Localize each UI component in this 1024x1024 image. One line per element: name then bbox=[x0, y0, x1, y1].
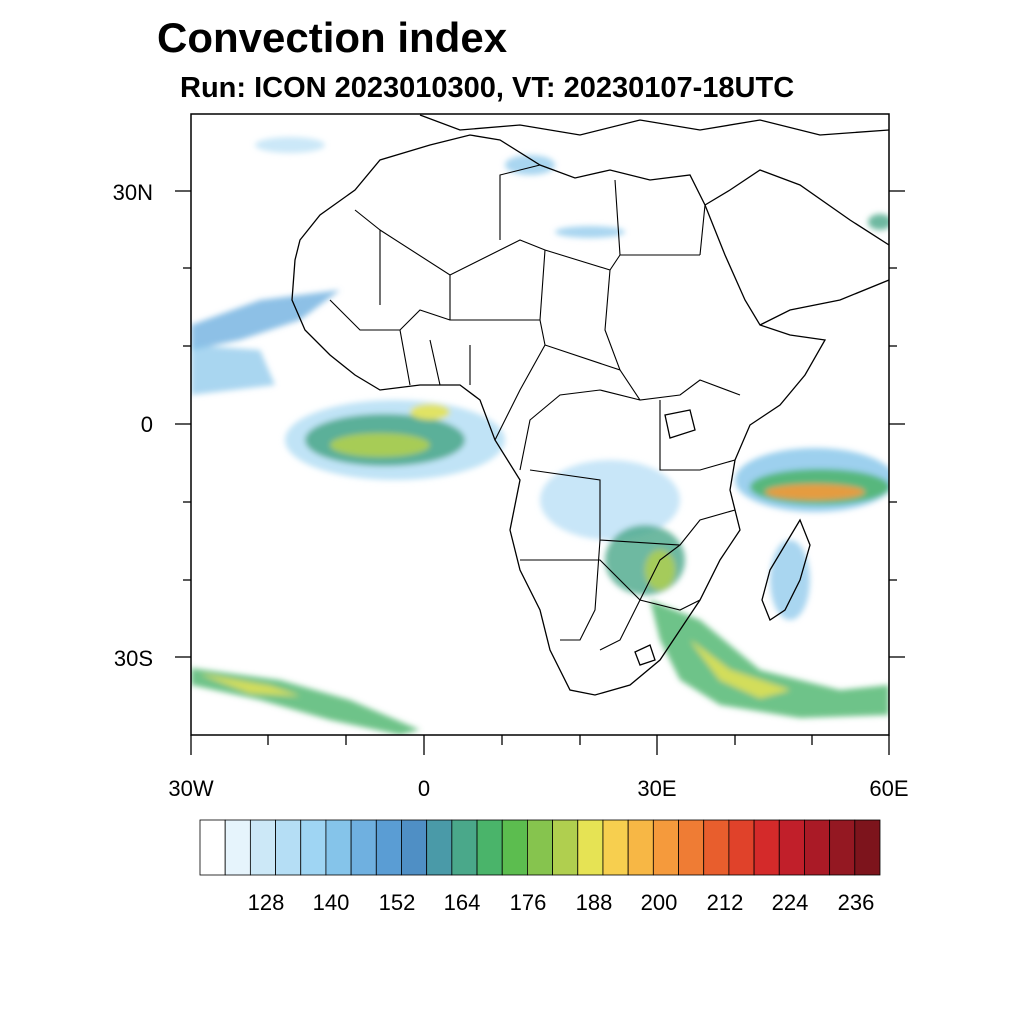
lat-label-30n: 30N bbox=[112, 180, 153, 205]
field-n-atlantic-streak bbox=[255, 137, 325, 153]
madagascar-coastline bbox=[761, 518, 811, 621]
colorbar-swatch bbox=[602, 819, 629, 876]
lon-label-30e: 30E bbox=[637, 776, 677, 801]
colorbar-swatch bbox=[829, 819, 856, 876]
colorbar-swatch bbox=[300, 819, 327, 876]
lake-victoria bbox=[664, 409, 696, 439]
colorbar-label: 164 bbox=[443, 890, 481, 915]
colorbar-label: 140 bbox=[312, 890, 350, 915]
colorbar-swatch bbox=[249, 819, 276, 876]
colorbar-swatch bbox=[527, 819, 553, 876]
country-borders bbox=[329, 164, 741, 651]
colorbar-swatch bbox=[451, 819, 478, 876]
colorbar-label: 188 bbox=[575, 890, 613, 915]
colorbar-swatch bbox=[224, 819, 251, 876]
africa-coastline bbox=[291, 134, 827, 696]
lesotho bbox=[634, 644, 656, 666]
field-se-band bbox=[650, 600, 889, 718]
colorbar-swatch bbox=[476, 819, 503, 876]
lon-label-0: 0 bbox=[417, 776, 431, 801]
colorbar-label: 152 bbox=[378, 890, 416, 915]
field-congo bbox=[540, 460, 680, 540]
lat-label-30s: 30S bbox=[113, 646, 153, 671]
lon-label-60e: 60E bbox=[869, 776, 909, 801]
colorbar-swatch bbox=[375, 819, 402, 876]
colorbar-label: 212 bbox=[706, 890, 744, 915]
field-mediterranean bbox=[505, 155, 555, 175]
field-indian-ocean-core bbox=[765, 484, 865, 500]
map-subtitle: Run: ICON 2023010300, VT: 20230107-18UTC bbox=[180, 72, 795, 104]
field-s-atlantic-core bbox=[200, 674, 300, 696]
field-zambia bbox=[605, 525, 685, 595]
colorbar-swatch bbox=[552, 819, 579, 876]
field-zimbabwe-core bbox=[645, 550, 675, 590]
field-nw-atlantic-2 bbox=[191, 345, 275, 395]
colorbar-swatch bbox=[854, 819, 881, 876]
field-s-atlantic bbox=[191, 668, 420, 735]
convection-field bbox=[191, 137, 889, 735]
field-libya-streak bbox=[555, 226, 625, 238]
colorbar-label: 176 bbox=[509, 890, 547, 915]
field-se-band-core bbox=[690, 640, 790, 698]
colorbar-label: 200 bbox=[640, 890, 678, 915]
field-gulf bbox=[868, 214, 889, 230]
colorbar-swatch bbox=[778, 819, 805, 876]
colorbar-swatch bbox=[501, 819, 528, 876]
colorbar bbox=[199, 819, 881, 876]
arabia-coastline bbox=[704, 169, 889, 326]
colorbar-swatch bbox=[753, 819, 780, 876]
field-nw-atlantic bbox=[191, 290, 340, 350]
colorbar-label: 224 bbox=[771, 890, 809, 915]
colorbar-swatch bbox=[703, 819, 730, 876]
colorbar-label: 236 bbox=[837, 890, 875, 915]
colorbar-swatch bbox=[350, 819, 377, 876]
colorbar-swatch bbox=[678, 819, 705, 876]
colorbar-label: 128 bbox=[247, 890, 285, 915]
axis-ticks bbox=[175, 190, 905, 755]
colorbar-swatch bbox=[199, 819, 226, 876]
colorbar-swatch bbox=[652, 819, 679, 876]
lat-label-0: 0 bbox=[140, 412, 153, 437]
colorbar-swatch bbox=[401, 819, 428, 876]
coastlines bbox=[291, 114, 889, 696]
field-gulf-guinea-peak bbox=[410, 404, 450, 420]
field-gulf-guinea-core bbox=[330, 433, 430, 457]
colorbar-swatch bbox=[804, 819, 831, 876]
lon-label-30w: 30W bbox=[168, 776, 214, 801]
colorbar-swatch bbox=[325, 819, 352, 876]
colorbar-swatch bbox=[728, 819, 755, 876]
map-title: Convection index bbox=[157, 14, 508, 61]
colorbar-swatch bbox=[577, 819, 604, 876]
colorbar-swatch bbox=[627, 819, 654, 876]
colorbar-swatch bbox=[275, 819, 302, 876]
colorbar-swatch bbox=[426, 819, 453, 876]
field-madagascar bbox=[770, 540, 810, 620]
europe-coast bbox=[419, 114, 889, 136]
